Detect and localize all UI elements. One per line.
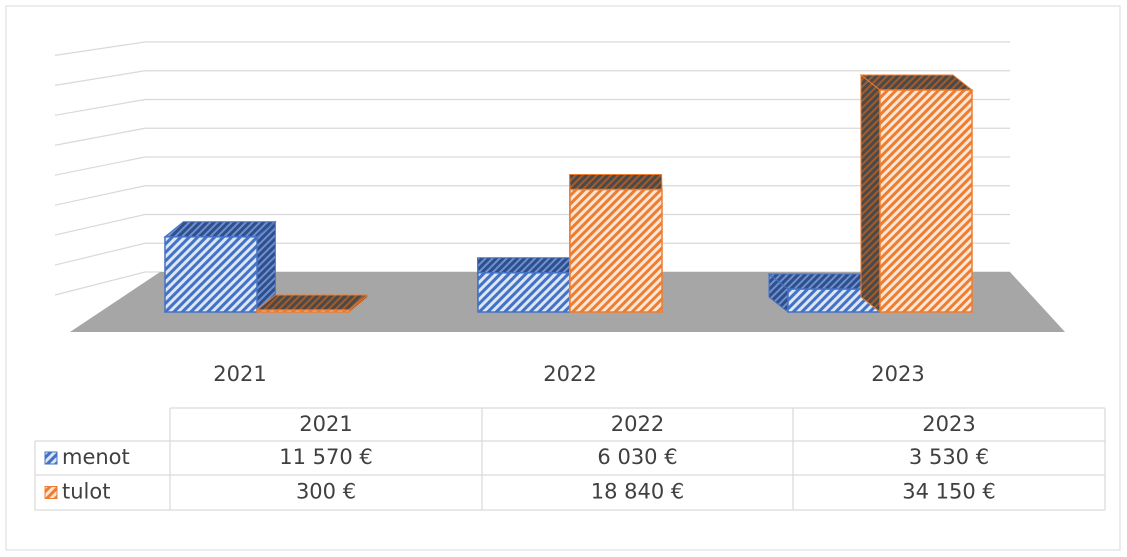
grid-line [54, 156, 1010, 176]
x-tick-label: 2023 [871, 362, 924, 386]
bar-top [163, 221, 277, 238]
bar [569, 188, 663, 313]
table-cell: 3 530 € [909, 445, 989, 469]
grid-line [54, 242, 1010, 266]
bar-top [255, 294, 369, 311]
grid-line [54, 127, 1010, 146]
grid-line [54, 98, 1010, 116]
bar-top [477, 257, 571, 274]
legend-swatch [44, 486, 58, 499]
table-cell: 11 570 € [279, 445, 373, 469]
grid-line [54, 70, 1010, 86]
table-grid [34, 407, 1106, 511]
grid-line [54, 213, 1010, 236]
table-cell: 18 840 € [591, 480, 685, 504]
bar [164, 236, 258, 313]
table-header: 2021 [299, 412, 352, 436]
legend-swatch [44, 451, 58, 465]
legend-label: tulot [62, 480, 110, 504]
bar-side [860, 73, 881, 314]
x-tick-label: 2022 [543, 362, 596, 386]
table-cell: 34 150 € [902, 480, 996, 504]
bar-top [569, 174, 663, 191]
table-header: 2022 [611, 412, 664, 436]
legend-label: menot [62, 445, 130, 469]
table-cell: 6 030 € [597, 445, 677, 469]
table-cell: 300 € [296, 480, 356, 504]
x-tick-label: 2021 [213, 362, 266, 386]
table-header: 2023 [922, 412, 975, 436]
grid-line [54, 41, 1010, 56]
bar [256, 309, 350, 313]
bar-top [859, 74, 974, 91]
grid-line [54, 185, 1010, 206]
bar [477, 272, 571, 313]
bar [879, 89, 973, 313]
